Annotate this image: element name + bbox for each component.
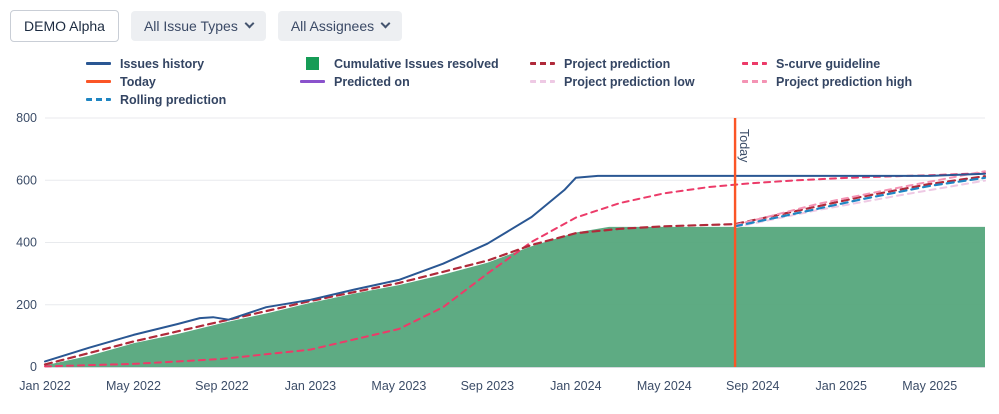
y-axis-tick-label: 0 [30,360,37,374]
y-axis-tick-label: 200 [16,298,37,312]
toolbar: DEMO Alpha All Issue Types All Assignees [0,0,999,44]
legend-line-icon [530,62,555,65]
legend-label: S-curve guideline [776,56,881,71]
legend-line-icon [86,62,111,65]
x-axis-tick-label: May 2024 [637,379,692,393]
x-axis-tick-label: Sep 2024 [726,379,780,393]
issue-types-dropdown[interactable]: All Issue Types [130,10,266,42]
chevron-down-icon [244,19,255,29]
chevron-down-icon [380,19,391,29]
legend-column: Issues history Today Rolling prediction [86,56,300,107]
legend-swatch-icon [306,57,319,70]
legend-label: Issues history [120,56,205,71]
series-rolling-prediction [734,176,987,228]
legend-item-project-prediction[interactable]: Project prediction [530,56,742,71]
legend-label: Today [120,74,156,89]
legend-item-cumulative-resolved[interactable]: Cumulative Issues resolved [300,56,530,71]
series-cumulative-issues-resolved [45,226,985,367]
today-label: Today [737,129,751,163]
legend-label: Predicted on [334,74,410,89]
legend-line-icon [86,80,111,83]
legend-column: S-curve guideline Project prediction high [742,56,999,107]
legend-item-s-curve[interactable]: S-curve guideline [742,56,999,71]
legend-label: Cumulative Issues resolved [334,56,499,71]
legend-label: Project prediction high [776,74,913,89]
issue-types-dropdown-label: All Issue Types [143,17,238,34]
legend-line-icon [742,62,767,65]
x-axis-tick-label: Jan 2022 [19,379,70,393]
legend-line-icon [86,98,111,101]
y-axis-tick-label: 800 [16,111,37,125]
legend-item-predicted-on[interactable]: Predicted on [300,74,530,89]
series-project-prediction-high [734,170,986,227]
legend-label: Project prediction low [564,74,695,89]
assignees-dropdown[interactable]: All Assignees [277,10,403,42]
legend-item-issues-history[interactable]: Issues history [86,56,300,71]
series-issues-history [44,172,986,363]
project-selector[interactable]: DEMO Alpha [10,9,119,43]
legend-column: Cumulative Issues resolved Predicted on [300,56,530,107]
project-selector-label: DEMO Alpha [24,17,105,34]
y-axis-tick-label: 400 [16,236,37,250]
legend-item-today[interactable]: Today [86,74,300,89]
legend-label: Rolling prediction [120,92,227,107]
burnup-chart: 0 200 400 600 800 Jan 2022 May 2022 Sep 2022 Jan… [16,111,987,393]
x-axis-tick-label: Sep 2022 [195,379,249,393]
x-axis-tick-label: Jan 2024 [550,379,601,393]
x-axis-tick-label: Jan 2023 [285,379,336,393]
y-axis-tick-label: 600 [16,173,37,187]
legend-item-project-prediction-low[interactable]: Project prediction low [530,74,742,89]
legend-label: Project prediction [564,56,671,71]
x-axis-tick-label: May 2022 [106,379,161,393]
series-project-prediction-low [734,179,986,229]
series-project-prediction [43,175,987,366]
x-axis-tick-label: Jan 2025 [816,379,867,393]
legend-item-rolling-prediction[interactable]: Rolling prediction [86,92,300,107]
legend-item-project-prediction-high[interactable]: Project prediction high [742,74,999,89]
legend-line-icon [742,80,767,83]
x-axis-tick-label: May 2025 [902,379,957,393]
legend-column: Project prediction Project prediction low [530,56,742,107]
x-axis-tick-label: May 2023 [371,379,426,393]
legend-line-icon [530,80,555,83]
chart-area: 0 200 400 600 800 Jan 2022 May 2022 Sep 2022 Jan… [0,109,999,414]
series-s-curve-guideline [44,172,986,368]
legend-line-icon [300,80,325,83]
chart-legend: Issues history Today Rolling prediction Cum… [86,56,999,107]
assignees-dropdown-label: All Assignees [290,17,375,34]
x-axis-tick-label: Sep 2023 [461,379,515,393]
